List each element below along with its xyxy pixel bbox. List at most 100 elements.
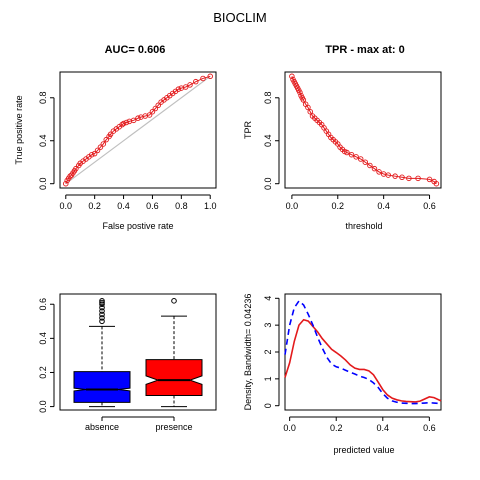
presence-box xyxy=(145,359,203,396)
density-y-tick-label: 1 xyxy=(263,376,273,381)
roc-y-label: True positive rate xyxy=(14,95,24,164)
tpr-point xyxy=(305,104,311,111)
roc-title: AUC= 0.606 xyxy=(105,44,166,56)
tpr-y-axis: 0.0 0.4 0.8 xyxy=(263,92,280,190)
presence-outlier xyxy=(171,298,177,304)
tpr-point xyxy=(406,175,412,182)
boxplot-boxes xyxy=(73,298,203,408)
tpr-point xyxy=(300,97,307,103)
boxplot-y-axis: 0.0 0.2 0.4 0.6 xyxy=(38,298,55,413)
roc-point xyxy=(207,73,213,80)
tpr-title: TPR - max at: 0 xyxy=(325,44,404,56)
density-x-tick-label: 0.6 xyxy=(423,423,436,433)
roc-x-label: False postive rate xyxy=(102,221,173,231)
density-x-tick-label: 0.2 xyxy=(330,423,343,433)
tpr-y-tick-label: 0.4 xyxy=(263,134,273,147)
boxplot-y-tick-label: 0.2 xyxy=(38,366,48,379)
tpr-x-axis: 0.0 0.2 0.4 0.6 xyxy=(286,194,436,211)
boxplot-y-tick-label: 0.6 xyxy=(38,298,48,311)
roc-y-axis: 0.0 0.4 0.8 xyxy=(38,92,55,190)
density-series xyxy=(284,299,442,405)
tpr-point xyxy=(362,159,369,165)
roc-point xyxy=(155,102,161,109)
roc-point xyxy=(107,131,114,138)
tpr-point xyxy=(367,162,373,169)
roc-point xyxy=(73,165,79,172)
roc-x-tick-label: 1.0 xyxy=(204,201,217,211)
boxplot-y-tick-label: 0.4 xyxy=(38,332,48,345)
roc-point xyxy=(103,136,109,143)
roc-x-tick-label: 0.8 xyxy=(175,201,188,211)
roc-point xyxy=(149,108,156,115)
roc-point xyxy=(67,173,73,179)
figure-title: BIOCLIM xyxy=(213,10,266,25)
roc-plot-frame xyxy=(59,71,217,189)
tpr-x-tick-label: 0.2 xyxy=(332,201,345,211)
roc-x-tick-label: 0.6 xyxy=(146,201,159,211)
density-x-axis: 0.0 0.2 0.4 0.6 xyxy=(283,416,436,433)
tpr-point xyxy=(415,175,421,182)
roc-point xyxy=(130,117,137,124)
roc-point xyxy=(182,84,189,90)
roc-x-tick-label: 0.4 xyxy=(117,201,130,211)
absence-outlier xyxy=(99,301,105,308)
tpr-y-tick-label: 0.8 xyxy=(263,92,273,105)
tpr-series xyxy=(289,73,440,187)
tpr-point xyxy=(385,172,391,178)
roc-point xyxy=(123,119,130,126)
absence-box xyxy=(73,371,131,403)
density-y-label: Density, Bandwidth= 0.04236 xyxy=(243,294,253,411)
density-y-tick-label: 2 xyxy=(263,349,273,354)
roc-point xyxy=(91,150,98,157)
tpr-panel: TPR - max at: 0 0.0 0.2 0.4 0.6 0.0 0.4 0.8 t… xyxy=(243,44,442,231)
roc-panel: AUC= 0.606 0.0 0.2 0.4 0.6 0.8 1.0 0.00.40.8 … xyxy=(14,44,217,231)
roc-point xyxy=(119,121,125,128)
roc-point xyxy=(89,151,95,158)
roc-y-tick-label: 0.0 xyxy=(38,177,48,190)
roc-point xyxy=(97,144,104,150)
density-plot-frame xyxy=(284,293,442,411)
tpr-y-label: TPR xyxy=(243,120,253,139)
tpr-x-tick-label: 0.4 xyxy=(377,201,390,211)
roc-point xyxy=(63,180,69,187)
tpr-x-label: threshold xyxy=(345,221,382,231)
absence-label: absence xyxy=(85,422,119,432)
roc-point xyxy=(193,78,199,85)
roc-point xyxy=(146,112,153,118)
tpr-point xyxy=(297,89,303,96)
tpr-x-tick-label: 0.0 xyxy=(286,201,299,211)
tpr-x-tick-label: 0.6 xyxy=(423,201,436,211)
absence-outlier xyxy=(99,315,105,321)
density-x-label: predicted value xyxy=(333,445,394,455)
tpr-point xyxy=(433,180,440,187)
roc-point xyxy=(120,120,127,127)
roc-x-axis: 0.0 0.2 0.4 0.6 0.8 1.0 xyxy=(60,194,217,211)
boxplot-x-axis: absence presence xyxy=(85,416,193,432)
roc-point xyxy=(200,75,206,82)
tpr-curve-line xyxy=(291,76,437,185)
tpr-point xyxy=(426,176,433,183)
absence-outlier xyxy=(99,298,105,304)
roc-point xyxy=(100,141,107,147)
density-y-tick-label: 0 xyxy=(263,403,273,408)
density-y-axis: 0 1 2 3 4 xyxy=(263,296,280,408)
absence-outlier xyxy=(99,308,105,314)
tpr-point xyxy=(371,165,378,172)
roc-x-tick-label: 0.2 xyxy=(88,201,101,211)
boxplot-y-tick-label: 0.0 xyxy=(38,400,48,413)
roc-series xyxy=(63,73,213,187)
density-presence-line xyxy=(284,318,442,403)
roc-point xyxy=(187,82,193,88)
absence-outlier xyxy=(99,299,105,306)
roc-point xyxy=(152,105,159,112)
boxplot-panel: 0.0 0.2 0.4 0.6 absence presence xyxy=(38,293,217,432)
tpr-plot-frame xyxy=(284,71,442,189)
roc-y-tick-label: 0.8 xyxy=(38,92,48,105)
roc-x-tick-label: 0.0 xyxy=(60,201,73,211)
roc-reference-line xyxy=(65,75,211,185)
tpr-point xyxy=(399,174,405,181)
tpr-point xyxy=(307,108,313,115)
density-y-tick-label: 4 xyxy=(263,296,273,301)
tpr-point xyxy=(289,73,295,80)
